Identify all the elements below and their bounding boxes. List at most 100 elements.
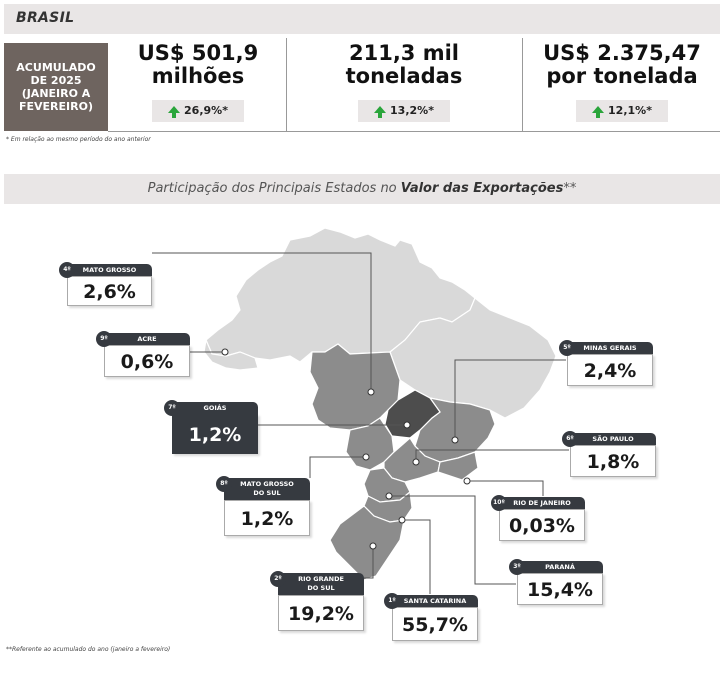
state-name: MATO GROSSO DO SUL	[224, 478, 310, 500]
state-card-rio-de-janeiro: RIO DE JANEIRO 0,03% 10º	[491, 495, 585, 541]
section-title-prefix: Participação dos Principais Estados no	[147, 181, 401, 196]
leader-line-sao-paulo	[415, 449, 569, 462]
state-rank: 8º	[216, 476, 232, 492]
state-card-santa-catarina: SANTA CATARINA 55,7% 1º	[384, 593, 478, 641]
map-marker-parana	[385, 492, 393, 500]
kpi-price-line2: por tonelada	[546, 64, 698, 88]
map-state-goias	[384, 389, 441, 439]
state-rank: 6º	[562, 431, 578, 447]
state-share: 55,7%	[392, 607, 478, 641]
state-name: PARANÁ	[517, 561, 603, 573]
map-marker-rio-de-janeiro	[463, 477, 471, 485]
state-name: RIO DE JANEIRO	[499, 497, 585, 509]
state-card-rio-grande-do-sul: RIO GRANDE DO SUL 19,2% 2º	[270, 571, 364, 631]
map-marker-mato-grosso	[367, 388, 375, 396]
state-card-acre: ACRE 0,6% 9º	[96, 331, 190, 377]
kpi-volume-delta: 13,2%*	[358, 100, 450, 122]
up-arrow-icon	[374, 105, 387, 118]
kpi-volume: 211,3 mil toneladas 13,2%*	[288, 38, 520, 131]
state-rank: 2º	[270, 571, 286, 587]
country-header: BRASIL	[4, 4, 720, 34]
up-arrow-icon	[168, 105, 181, 118]
leader-line-rio-de-janeiro	[467, 480, 544, 496]
accumulated-period-label: ACUMULADO DE 2025 (JANEIRO A FEVEREIRO)	[16, 61, 96, 113]
kpi-price-delta-text: 12,1%*	[608, 104, 652, 117]
section-title-suffix: **	[563, 181, 577, 196]
map-marker-rio-grande-do-sul	[369, 542, 377, 550]
state-share: 2,6%	[67, 276, 152, 306]
state-share: 2,4%	[567, 354, 653, 386]
comparison-note: * Em relação ao mesmo período do ano ant…	[6, 136, 151, 143]
leader-line-mato-grosso	[152, 252, 372, 392]
leader-line-minas-gerais	[454, 359, 566, 440]
state-name-line1: RIO GRANDE	[298, 575, 344, 583]
map-region-acre	[203, 337, 259, 371]
map-marker-acre	[221, 348, 229, 356]
state-rank: 1º	[384, 593, 400, 609]
state-rank: 10º	[491, 495, 507, 511]
state-name: ACRE	[104, 333, 190, 345]
divider	[522, 38, 523, 131]
state-name-line2: DO SUL	[307, 584, 335, 592]
state-card-parana: PARANÁ 15,4% 3º	[509, 559, 603, 605]
map-region-northeast	[389, 297, 557, 419]
state-name-line2: DO SUL	[253, 489, 281, 497]
state-name-line1: MATO GROSSO	[240, 480, 294, 488]
state-card-minas-gerais: MINAS GERAIS 2,4% 5º	[559, 340, 653, 386]
accumulated-period-box: ACUMULADO DE 2025 (JANEIRO A FEVEREIRO)	[4, 43, 108, 131]
divider	[286, 38, 287, 131]
map-state-rio-de-janeiro	[437, 451, 479, 481]
country-title: BRASIL	[16, 10, 75, 26]
state-rank: 5º	[559, 340, 575, 356]
state-name: MINAS GERAIS	[567, 342, 653, 354]
state-name: SANTA CATARINA	[392, 595, 478, 607]
map-marker-goias	[403, 421, 411, 429]
map-state-rio-grande-do-sul	[329, 505, 405, 581]
state-rank: 9º	[96, 331, 112, 347]
state-card-goias: GOIÁS 1,2% 7º	[164, 400, 258, 454]
map-marker-santa-catarina	[398, 516, 406, 524]
map-marker-mato-grosso-do-sul	[362, 453, 370, 461]
leader-line-parana	[389, 495, 516, 585]
map-state-sao-paulo	[383, 437, 441, 483]
state-share: 1,2%	[224, 500, 310, 536]
state-share: 15,4%	[517, 573, 603, 605]
state-card-sao-paulo: SÃO PAULO 1,8% 6º	[562, 431, 656, 477]
state-rank: 4º	[59, 262, 75, 278]
kpi-price-line1: US$ 2.375,47	[543, 41, 701, 65]
state-name: GOIÁS	[172, 402, 258, 414]
map-marker-sao-paulo	[412, 458, 420, 466]
kpi-value-line2: milhões	[151, 64, 245, 88]
state-share: 0,6%	[104, 345, 190, 377]
state-share: 19,2%	[278, 595, 364, 631]
state-rank: 7º	[164, 400, 180, 416]
section-header: Participação dos Principais Estados no V…	[4, 174, 720, 204]
period-note: **Referente ao acumulado do ano (janeiro…	[6, 646, 171, 653]
kpi-value-delta: 26,9%*	[152, 100, 244, 122]
state-card-mato-grosso-do-sul: MATO GROSSO DO SUL 1,2% 8º	[216, 476, 310, 536]
map-marker-minas-gerais	[451, 436, 459, 444]
kpi-value-delta-text: 26,9%*	[184, 104, 228, 117]
state-name: MATO GROSSO	[67, 264, 152, 276]
state-rank: 3º	[509, 559, 525, 575]
kpi-volume-line2: toneladas	[345, 64, 463, 88]
state-share: 1,8%	[570, 445, 656, 477]
kpi-price: US$ 2.375,47 por tonelada 12,1%*	[524, 38, 720, 131]
section-title: Participação dos Principais Estados no V…	[4, 181, 720, 196]
kpi-volume-delta-text: 13,2%*	[390, 104, 434, 117]
leader-line-mato-grosso-do-sul	[309, 456, 366, 478]
state-name: SÃO PAULO	[570, 433, 656, 445]
section-title-bold: Valor das Exportações	[400, 181, 564, 196]
state-share: 0,03%	[499, 509, 585, 541]
state-share: 1,2%	[172, 414, 258, 454]
up-arrow-icon	[592, 105, 605, 118]
leader-line-santa-catarina	[402, 519, 431, 594]
kpi-price-delta: 12,1%*	[576, 100, 668, 122]
kpi-value: US$ 501,9 milhões 26,9%*	[112, 38, 284, 131]
kpi-baseline	[108, 131, 720, 132]
state-card-mato-grosso: MATO GROSSO 2,6% 4º	[59, 262, 152, 306]
kpi-volume-line1: 211,3 mil	[348, 41, 459, 65]
state-name: RIO GRANDE DO SUL	[278, 573, 364, 595]
kpi-value-line1: US$ 501,9	[137, 41, 259, 65]
